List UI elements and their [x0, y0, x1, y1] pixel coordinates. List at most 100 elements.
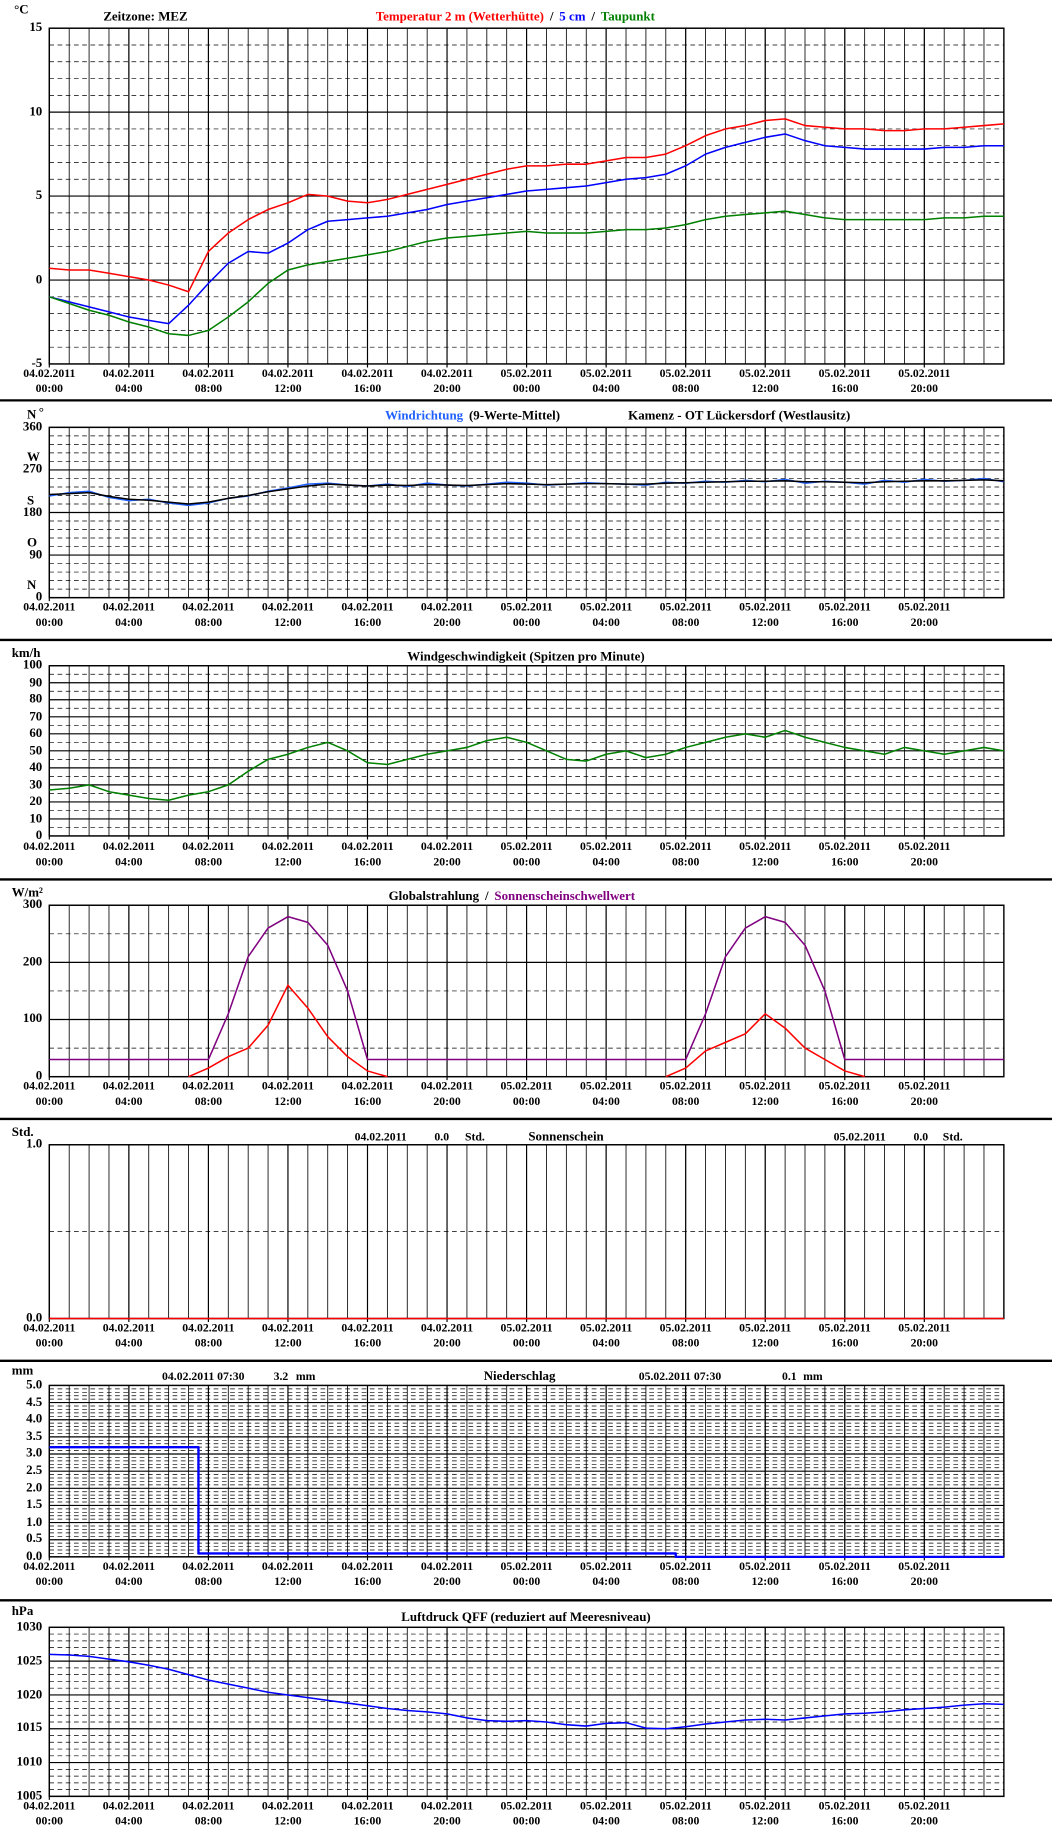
total-date: 05.02.2011 07:30: [638, 1370, 722, 1384]
x-tick-label: 05.02.2011 20:00: [898, 1799, 951, 1829]
y-tick-label: 40: [29, 760, 43, 775]
line-series: [49, 729, 1004, 801]
x-tick-label: 05.02.2011 12:00: [739, 367, 792, 396]
y-tick-label: 1020: [16, 1687, 43, 1702]
y-tick-label: 20: [29, 794, 43, 809]
y-tick-label: 5: [35, 188, 43, 203]
x-tick-label: 05.02.2011 00:00: [500, 1322, 553, 1351]
x-tick-label: 05.02.2011 16:00: [818, 367, 871, 396]
y-tick-label: 4.0: [26, 1412, 43, 1427]
x-tick-label: 04.02.2011 00:00: [23, 840, 76, 869]
y-tick-label: 2.5: [26, 1463, 43, 1478]
total-unit: Std.: [942, 1131, 963, 1145]
x-tick-label: 05.02.2011 20:00: [898, 1560, 951, 1589]
x-tick-label: 04.02.2011 00:00: [23, 1560, 76, 1589]
total-date: 04.02.2011 07:30: [162, 1370, 245, 1384]
legend-entry: Taupunkt: [600, 9, 655, 25]
x-tick-label: 05.02.2011 12:00: [739, 1799, 792, 1829]
x-tick-label: 04.02.2011 00:00: [23, 1799, 76, 1829]
x-tick-label: 04.02.2011 20:00: [420, 367, 474, 396]
y-axis-unit: mm: [11, 1363, 34, 1378]
total-value: 0.1: [781, 1370, 797, 1384]
legend-entry: /: [484, 889, 489, 904]
total-value: 3.2: [273, 1370, 289, 1384]
y-axis-unit: °: [38, 405, 44, 420]
legend: Globalstrahlung / Sonnenscheinschwellwert: [389, 889, 641, 904]
legend-entry: Temperatur 2 m (Wetterhütte): [375, 9, 544, 25]
legend-entry: Windrichtung: [385, 409, 464, 424]
y-tick-label: 360: [22, 419, 43, 434]
y-tick-label: 200: [22, 954, 43, 969]
x-tick-label: 05.02.2011 12:00: [739, 1080, 792, 1109]
x-tick-label: 05.02.2011 20:00: [898, 1322, 951, 1351]
x-tick-label: 04.02.2011 20:00: [420, 840, 474, 869]
y-tick-label: 0: [35, 1069, 43, 1084]
x-tick-label: 05.02.2011 00:00: [500, 1560, 553, 1589]
x-tick-label: 05.02.2011 08:00: [659, 1560, 712, 1589]
y-tick-label: 0: [35, 272, 43, 287]
y-tick-label: 90: [29, 675, 43, 690]
y-tick-label: 60: [29, 726, 43, 741]
line-series: [49, 1653, 1004, 1730]
y-tick-label: 4.5: [26, 1394, 43, 1410]
line-series: [49, 133, 1004, 325]
x-tick-label: 05.02.2011 04:00: [580, 367, 633, 396]
x-tick-label: 04.02.2011 12:00: [261, 1322, 315, 1351]
x-tick-label: 04.02.2011 20:00: [420, 601, 474, 630]
x-tick-label: 05.02.2011 16:00: [818, 1080, 871, 1109]
total-unit: mm: [295, 1370, 316, 1384]
x-tick-label: 05.02.2011 20:00: [898, 840, 951, 869]
x-tick-label: 04.02.2011 08:00: [182, 601, 235, 630]
y-tick-label: 0.0: [26, 1310, 43, 1325]
x-tick-label: 04.02.2011 08:00: [182, 367, 235, 396]
x-tick-label: 05.02.2011 04:00: [580, 1560, 633, 1589]
grid: [48, 665, 1004, 840]
x-tick-label: 04.02.2011 04:00: [102, 601, 155, 630]
x-tick-label: 04.02.2011 20:00: [420, 1799, 474, 1829]
x-tick-label: 05.02.2011 16:00: [818, 1799, 871, 1829]
x-tick-label: 04.02.2011 00:00: [23, 1080, 76, 1109]
legend-entry: (9-Werte-Mittel): [468, 409, 561, 424]
plot-frame: [48, 426, 1005, 599]
y-tick-label: 0.5: [26, 1532, 43, 1547]
x-tick-label: 04.02.2011 00:00: [23, 601, 76, 630]
legend: Temperatur 2 m (Wetterhütte) / 5 cm / Taupun…: [376, 10, 661, 25]
x-tick-label: 05.02.2011 04:00: [580, 1322, 633, 1351]
line-series: [49, 479, 1004, 505]
x-tick-label: 05.02.2011 08:00: [659, 1080, 712, 1109]
line-series: [49, 1445, 1004, 1559]
y-tick-label: 50: [29, 743, 43, 758]
y-tick-label: 10: [29, 811, 43, 826]
x-tick-label: 04.02.2011 04:00: [102, 1080, 155, 1109]
y-axis-unit: °C: [14, 2, 29, 18]
direction-label: N: [27, 578, 37, 593]
direction-label: S: [27, 493, 35, 508]
x-tick-label: 05.02.2011 04:00: [580, 1799, 633, 1829]
chart-title: Luftdruck QFF (reduziert auf Meeresnivea…: [401, 1610, 651, 1625]
x-tick-label: 04.02.2011 04:00: [102, 840, 155, 869]
x-tick-label: 05.02.2011 12:00: [739, 1560, 792, 1589]
legend-entry: Sonnenscheinschwellwert: [494, 889, 636, 904]
x-tick-label: 04.02.2011 08:00: [182, 1560, 235, 1589]
y-tick-label: 0: [35, 589, 43, 605]
plot-frame: [48, 904, 1005, 1078]
x-tick-label: 05.02.2011 00:00: [500, 1080, 553, 1109]
line-series: [49, 915, 1004, 1061]
x-tick-label: 05.02.2011 16:00: [818, 601, 871, 630]
x-tick-label: 04.02.2011 16:00: [341, 367, 394, 396]
x-tick-label: 05.02.2011 20:00: [898, 367, 951, 396]
x-tick-label: 04.02.2011 16:00: [341, 601, 394, 630]
total-value: 0.0: [913, 1131, 929, 1145]
y-tick-label: 1030: [16, 1619, 43, 1634]
y-tick-label: 1005: [16, 1788, 43, 1803]
y-axis-unit: W/m²: [11, 885, 43, 900]
x-tick-label: 05.02.2011 08:00: [659, 1799, 712, 1829]
annotation: Zeitzone: MEZ: [103, 9, 188, 25]
line-series: [49, 210, 1004, 337]
legend-entry: /: [591, 9, 595, 25]
y-tick-label: 1.0: [26, 1514, 43, 1530]
y-tick-label: 3.5: [26, 1429, 43, 1444]
total-date: 05.02.2011: [833, 1131, 886, 1145]
x-tick-label: 04.02.2011 20:00: [420, 1080, 474, 1109]
